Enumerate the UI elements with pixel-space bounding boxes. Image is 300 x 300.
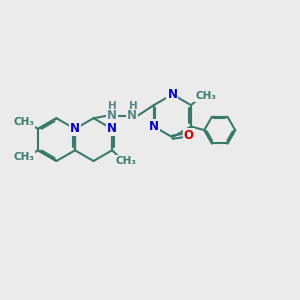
Text: N: N <box>149 120 159 133</box>
Text: N: N <box>127 109 137 122</box>
Text: N: N <box>107 109 117 122</box>
Text: CH₃: CH₃ <box>13 152 34 162</box>
Text: CH₃: CH₃ <box>116 156 137 166</box>
Text: H: H <box>109 101 117 111</box>
Text: N: N <box>107 122 117 135</box>
Text: CH₃: CH₃ <box>13 117 34 127</box>
Text: N: N <box>70 122 80 135</box>
Text: H: H <box>129 101 137 111</box>
Text: CH₃: CH₃ <box>195 91 216 101</box>
Text: O: O <box>184 129 194 142</box>
Text: N: N <box>167 88 177 101</box>
